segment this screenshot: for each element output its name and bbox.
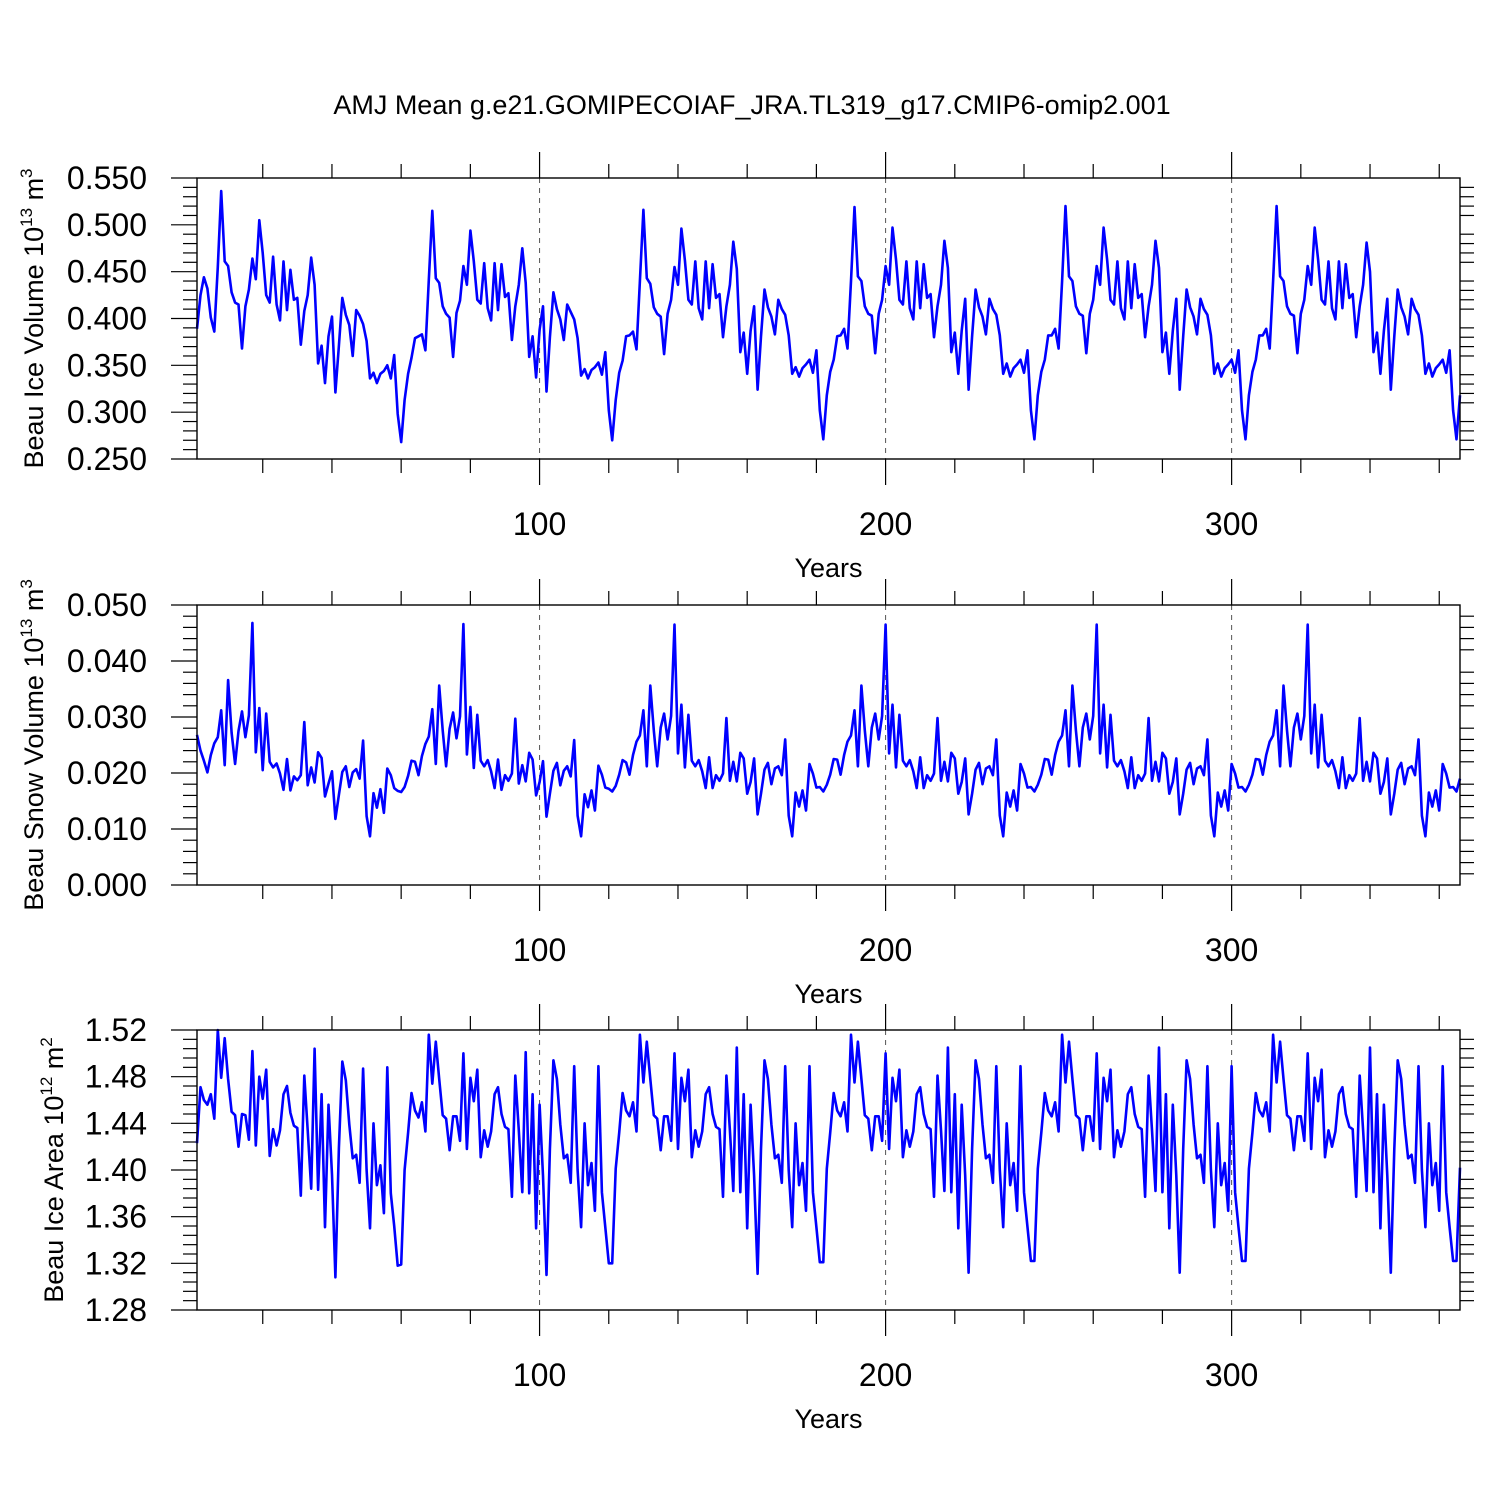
beau-snow-volume-ytick-label-5: 0.050 (67, 587, 147, 623)
beau-ice-area-ytick-label-0: 1.28 (85, 1292, 147, 1328)
figure-title: AMJ Mean g.e21.GOMIPECOIAF_JRA.TL319_g17… (333, 90, 1170, 120)
beau-ice-volume-xlabel: Years (794, 553, 862, 583)
beau-ice-area-ylabel-part-2: m (39, 1047, 69, 1077)
beau-ice-volume-xtick-label-0: 100 (513, 506, 566, 542)
beau-snow-volume-ylabel: Beau Snow Volume 1013 m3 (17, 579, 49, 911)
beau-ice-volume-ylabel-part-2: m (19, 178, 49, 208)
beau-snow-volume-ytick-label-3: 0.030 (67, 699, 147, 735)
beau-ice-volume-ytick-label-0: 0.250 (67, 441, 147, 477)
beau-ice-volume-panel: 0.250 0.300 0.350 0.400 0.450 0.500 0.550 100 20… (17, 152, 1474, 583)
beau-ice-volume-ylabel-part-0: Beau Ice Volume 10 (19, 227, 49, 469)
beau-snow-volume-xlabel: Years (794, 979, 862, 1009)
beau-ice-volume-ytick-label-3: 0.400 (67, 301, 147, 337)
beau-snow-volume-ylabel-part-3: 3 (17, 579, 36, 588)
beau-ice-area-ylabel-part-3: 2 (37, 1037, 56, 1046)
beau-ice-volume-ytick-label-4: 0.450 (67, 254, 147, 290)
beau-ice-area-ytick-label-1: 1.32 (85, 1245, 147, 1281)
beau-ice-area-ytick-label-2: 1.36 (85, 1199, 147, 1235)
beau-ice-volume-series-line (195, 189, 1462, 444)
beau-ice-area-ytick-label-6: 1.52 (85, 1012, 147, 1048)
beau-snow-volume-xtick-label-0: 100 (513, 932, 566, 968)
beau-ice-volume-ytick-label-1: 0.300 (67, 394, 147, 430)
beau-ice-area-xlabel: Years (794, 1404, 862, 1434)
beau-ice-area-series-line (195, 1028, 1462, 1279)
beau-ice-area-xtick-label-2: 300 (1205, 1357, 1258, 1393)
beau-snow-volume-ylabel-part-1: 13 (17, 619, 36, 638)
beau-ice-area-ytick-label-5: 1.48 (85, 1059, 147, 1095)
beau-snow-volume-xtick-label-1: 200 (859, 932, 912, 968)
beau-ice-area-ytick-label-3: 1.40 (85, 1152, 147, 1188)
beau-snow-volume-ytick-label-0: 0.000 (67, 867, 147, 903)
beau-ice-area-ytick-label-4: 1.44 (85, 1105, 147, 1141)
beau-ice-volume-ytick-label-2: 0.350 (67, 347, 147, 383)
beau-snow-volume-xtick-label-2: 300 (1205, 932, 1258, 968)
beau-ice-volume-ylabel-part-3: 3 (17, 168, 36, 177)
beau-ice-volume-xtick-label-1: 200 (859, 506, 912, 542)
beau-snow-volume-ylabel-part-2: m (19, 589, 49, 619)
beau-ice-area-xtick-label-1: 200 (859, 1357, 912, 1393)
beau-ice-volume-frame (196, 177, 1461, 460)
beau-ice-volume-xtick-label-2: 300 (1205, 506, 1258, 542)
beau-snow-volume-panel: 0.000 0.010 0.020 0.030 0.040 0.050 100 200 300 Y… (17, 579, 1474, 1009)
beau-snow-volume-ytick-label-4: 0.040 (67, 643, 147, 679)
beau-ice-area-ylabel: Beau Ice Area 1012 m2 (37, 1037, 69, 1303)
beau-ice-area-ylabel-part-0: Beau Ice Area 10 (39, 1096, 69, 1303)
beau-snow-volume-ytick-label-2: 0.020 (67, 755, 147, 791)
beau-ice-area-xtick-label-0: 100 (513, 1357, 566, 1393)
beau-ice-area-ylabel-part-1: 12 (37, 1077, 56, 1096)
beau-snow-volume-ylabel-part-0: Beau Snow Volume 10 (19, 638, 49, 911)
beau-ice-area-frame (196, 1029, 1461, 1311)
beau-ice-area-panel: 1.28 1.32 1.36 1.40 1.44 1.48 1.52 100 200 300 Yea… (37, 1004, 1474, 1434)
beau-snow-volume-frame (196, 604, 1461, 886)
beau-snow-volume-series-line (195, 621, 1462, 838)
beau-ice-volume-ytick-label-5: 0.500 (67, 207, 147, 243)
beau-snow-volume-ytick-label-1: 0.010 (67, 811, 147, 847)
beau-ice-volume-ytick-label-6: 0.550 (67, 160, 147, 196)
beau-ice-volume-ylabel: Beau Ice Volume 1013 m3 (17, 168, 49, 468)
beau-ice-volume-ylabel-part-1: 13 (17, 208, 36, 227)
